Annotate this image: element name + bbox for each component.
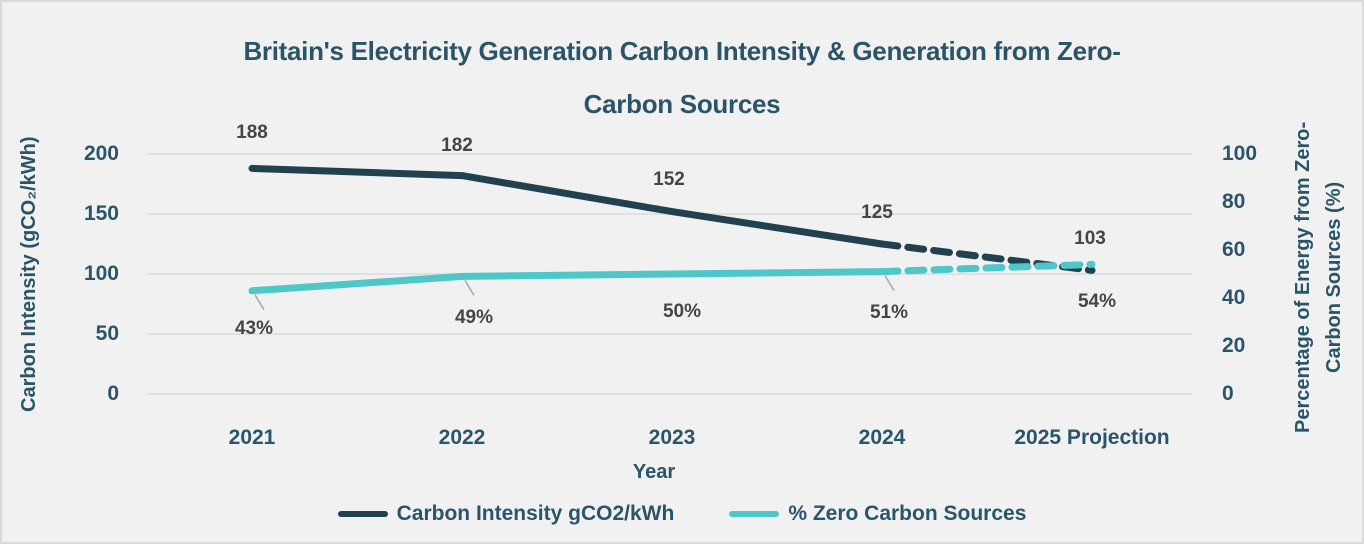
label-leader-line [884, 275, 895, 292]
data-label: 103 [1074, 228, 1106, 250]
chart-title-line-2: Carbon Sources [583, 89, 781, 119]
series-line-1-solid [248, 268, 886, 295]
chart-title: Britain's Electricity Generation Carbon … [62, 25, 1302, 131]
tick-label: 50 [95, 322, 119, 345]
label-leader-line [464, 279, 475, 296]
data-label: 54% [1077, 291, 1117, 313]
data-label: 51% [869, 301, 909, 323]
legend-item-carbon-intensity: Carbon Intensity gCO2/kWh [337, 502, 675, 526]
tick-label: 100 [83, 262, 119, 285]
data-label: 125 [861, 202, 893, 223]
x-axis-label: 2022 [438, 426, 486, 449]
legend: Carbon Intensity gCO2/kWh % Zero Carbon … [2, 502, 1362, 526]
x-axis-title: Year [632, 461, 676, 483]
tick-label: 80 [1222, 190, 1246, 213]
series-line-0-projection-dashed [878, 240, 1096, 274]
tick-label: 0 [1222, 382, 1234, 405]
series-line-1-projection-dashed [878, 260, 1096, 276]
data-label: 49% [454, 307, 494, 329]
data-label: 182 [441, 134, 473, 156]
data-label: 43% [234, 317, 274, 339]
x-axis-label: 2025 Projection [1014, 426, 1170, 449]
tick-label: 100 [1222, 142, 1258, 165]
legend-label-zero-carbon: % Zero Carbon Sources [788, 502, 1027, 525]
data-label: 152 [653, 168, 685, 190]
tick-label: 200 [83, 142, 119, 165]
tick-label: 20 [1222, 334, 1246, 357]
chart-title-line-1: Britain's Electricity Generation Carbon … [243, 36, 1121, 66]
x-axis-label: 2021 [228, 426, 276, 449]
data-label: 188 [236, 122, 268, 144]
legend-item-zero-carbon: % Zero Carbon Sources [729, 502, 1026, 526]
tick-label: 0 [107, 382, 119, 405]
tick-label: 60 [1222, 238, 1246, 261]
label-leader-line [254, 294, 265, 311]
legend-line-swatch-carbon-intensity [337, 511, 388, 517]
legend-label-carbon-intensity: Carbon Intensity gCO2/kWh [396, 502, 675, 525]
tick-label: 150 [83, 202, 119, 225]
legend-line-swatch-zero-carbon [729, 511, 780, 517]
series-line-0-solid [248, 164, 886, 248]
tick-label: 40 [1222, 286, 1246, 309]
x-axis-label: 2023 [648, 426, 696, 449]
data-label: 50% [662, 301, 702, 322]
x-axis-label: 2024 [858, 426, 906, 449]
